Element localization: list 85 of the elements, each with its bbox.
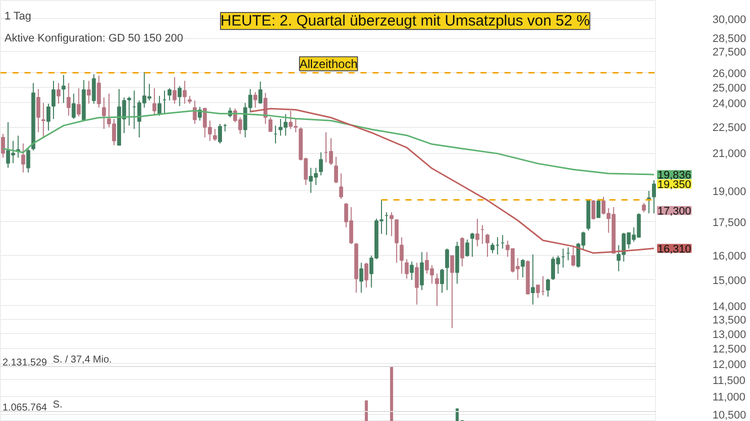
y-tick-label: 11,000 xyxy=(712,392,746,404)
candlestick xyxy=(652,180,656,214)
candlestick xyxy=(364,262,368,288)
candlestick xyxy=(62,74,66,104)
candlestick xyxy=(56,82,60,104)
candlestick xyxy=(520,258,525,278)
candlestick xyxy=(36,88,40,133)
y-tick-label: 13,000 xyxy=(712,328,746,341)
candlestick xyxy=(450,255,454,329)
y-tick-label: 26,000 xyxy=(712,68,746,80)
candlestick xyxy=(440,268,444,294)
candlestick xyxy=(445,248,450,291)
candlestick xyxy=(642,202,646,213)
candlestick xyxy=(1,133,5,158)
y-tick-label: 10,500 xyxy=(712,409,746,421)
candlestick xyxy=(410,261,414,280)
candlestick xyxy=(258,81,262,104)
annotation: HEUTE: 2. Quartal überzeugt mit Umsatzplus von 52 % xyxy=(220,12,590,30)
text: 19,350 xyxy=(658,179,692,192)
candlestick xyxy=(591,199,596,220)
y-tick-label: 21,000 xyxy=(712,148,746,160)
y2-tick-label: 2.131.529 xyxy=(2,358,48,369)
candlestick xyxy=(420,252,424,291)
candlestick xyxy=(66,82,71,116)
y-tick-label: 27,500 xyxy=(712,46,746,59)
y-tick-label: 13,500 xyxy=(712,314,746,327)
y-tick-label: 30,000 xyxy=(712,14,746,26)
candlestick xyxy=(359,262,364,294)
candlestick xyxy=(485,233,490,258)
candlestick xyxy=(530,254,535,306)
candlestick xyxy=(212,128,217,142)
candlestick xyxy=(72,93,76,120)
candlestick xyxy=(172,76,177,104)
y-tick-label: 17,500 xyxy=(712,216,746,229)
candlestick xyxy=(157,95,162,116)
candlestick xyxy=(390,212,394,237)
y-tick-label: 19,000 xyxy=(712,186,746,198)
candlestick xyxy=(76,88,81,117)
y2-tick-label: 1.065.764 xyxy=(2,402,48,414)
y-tick-label: 12,500 xyxy=(712,344,746,356)
y-tick-label: 22,500 xyxy=(712,122,746,134)
candlestick xyxy=(571,246,576,267)
candlestick xyxy=(394,219,399,264)
candlestick xyxy=(152,88,156,116)
y-tick-label: 28,500 xyxy=(712,33,746,46)
candlestick xyxy=(127,96,132,126)
candlestick xyxy=(178,86,182,107)
candlestick xyxy=(102,96,106,130)
annotation: S. / 37,4 Mio. xyxy=(52,354,112,366)
y-tick-label: 11,500 xyxy=(712,374,746,387)
candlestick xyxy=(86,80,91,104)
text: 17,300 xyxy=(658,206,692,218)
data-label: 16,310 xyxy=(658,243,692,256)
candlestick xyxy=(253,92,258,108)
y-tick-label: 24,000 xyxy=(712,98,746,110)
candlestick xyxy=(21,142,26,174)
candlestick xyxy=(168,88,172,102)
candlestick xyxy=(470,232,474,258)
candlestick xyxy=(96,75,101,108)
candlestick xyxy=(339,172,344,200)
candlestick xyxy=(435,273,439,306)
candlestick xyxy=(268,116,272,132)
candlestick xyxy=(414,262,419,306)
y-tick-label: 14,000 xyxy=(712,300,746,313)
line-series xyxy=(250,108,655,254)
y-tick-label: 12,000 xyxy=(712,358,746,371)
candlestick xyxy=(218,123,222,144)
candlestick xyxy=(465,238,470,258)
candlestick xyxy=(92,74,96,104)
annotation: S. xyxy=(52,400,62,411)
y-tick-label: 15,000 xyxy=(712,274,746,287)
y-tick-label: 25,000 xyxy=(712,82,746,95)
candlestick xyxy=(46,103,50,132)
text: 1 Tag xyxy=(4,10,32,22)
candlestick xyxy=(41,102,46,138)
candlestick xyxy=(334,156,338,184)
candlestick xyxy=(318,152,323,176)
candlestick xyxy=(546,278,550,298)
candlestick xyxy=(52,80,56,120)
text: Aktive Konfiguration: GD 50 150 200 xyxy=(4,32,184,44)
candlestick xyxy=(475,218,480,247)
y-tick-label: 16,000 xyxy=(712,250,746,263)
candlestick xyxy=(460,236,464,267)
candlestick xyxy=(400,236,404,274)
candlestick xyxy=(182,80,187,104)
